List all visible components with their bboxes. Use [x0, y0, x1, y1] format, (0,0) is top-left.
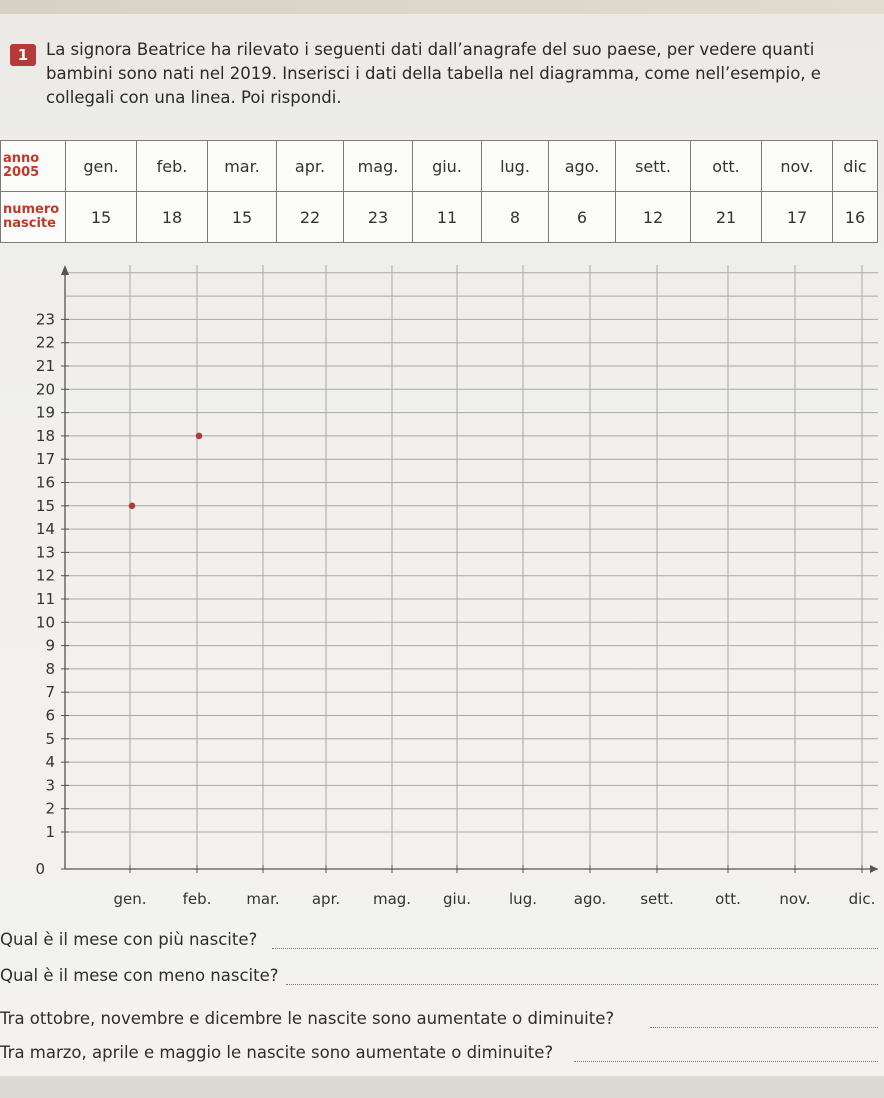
- y-tick-label: 17: [36, 450, 55, 468]
- data-point: [195, 432, 203, 440]
- y-tick-label: 5: [45, 730, 55, 748]
- table-cell-month: dic: [832, 140, 878, 192]
- table-cell-month: giu.: [412, 140, 482, 192]
- y-tick-label: 9: [45, 637, 55, 655]
- y-axis-arrow: [61, 265, 69, 275]
- table-cell-value: 16: [832, 191, 878, 243]
- table-cell-month: lug.: [481, 140, 549, 192]
- table-cell-value: 17: [761, 191, 833, 243]
- y-tick-label: 21: [36, 357, 55, 375]
- question-4: Tra marzo, aprile e maggio le nascite so…: [0, 1043, 554, 1062]
- data-point: [128, 502, 136, 510]
- table-cell-value: 11: [412, 191, 482, 243]
- y-tick-label: 2: [45, 800, 55, 818]
- table-cell-month: gen.: [65, 140, 137, 192]
- page-bottom-edge: [0, 1076, 884, 1098]
- table-header-births: numero nascite: [0, 191, 66, 243]
- table-cell-value: 8: [481, 191, 549, 243]
- table-row-values: numero nascite 15 18 15 22 23 11 8 6 12 …: [0, 191, 878, 243]
- y-tick-label: 10: [36, 613, 55, 631]
- table-cell-month: ago.: [548, 140, 616, 192]
- y-tick-label: 18: [36, 427, 55, 445]
- table-cell-month: apr.: [276, 140, 344, 192]
- table-cell-value: 22: [276, 191, 344, 243]
- x-tick-label: lug.: [509, 890, 537, 908]
- answer-line-2[interactable]: [286, 984, 878, 985]
- answer-line-3[interactable]: [650, 1027, 878, 1028]
- table-cell-month: ott.: [690, 140, 762, 192]
- x-tick-label: dic.: [849, 890, 876, 908]
- answer-line-1[interactable]: [272, 948, 878, 949]
- table-cell-value: 12: [615, 191, 691, 243]
- x-tick-label: ott.: [715, 890, 741, 908]
- y-tick-label: 4: [45, 753, 55, 771]
- y-tick-label: 6: [45, 707, 55, 725]
- line-chart[interactable]: 01234567891011121314151617181920212223ge…: [0, 255, 884, 915]
- table-cell-value: 6: [548, 191, 616, 243]
- question-2: Qual è il mese con meno nascite?: [0, 966, 279, 985]
- y-tick-label: 12: [36, 567, 55, 585]
- exercise-number-badge: 1: [10, 44, 36, 66]
- question-3: Tra ottobre, novembre e dicembre le nasc…: [0, 1009, 615, 1028]
- table-cell-month: feb.: [136, 140, 208, 192]
- x-tick-label: mag.: [373, 890, 411, 908]
- y-tick-label: 16: [36, 474, 55, 492]
- x-tick-label: ago.: [574, 890, 606, 908]
- x-axis-arrow: [870, 865, 878, 873]
- y-tick-label: 8: [45, 660, 55, 678]
- table-row-months: anno 2005 gen. feb. mar. apr. mag. giu. …: [0, 140, 878, 192]
- table-cell-value: 23: [343, 191, 413, 243]
- y-tick-label: 20: [36, 380, 55, 398]
- y-tick-label: 13: [36, 543, 55, 561]
- answer-line-4[interactable]: [574, 1061, 878, 1062]
- exercise-instructions: La signora Beatrice ha rilevato i seguen…: [46, 40, 821, 107]
- page-top-edge: [0, 0, 884, 14]
- table-cell-month: sett.: [615, 140, 691, 192]
- table-header-year: anno 2005: [0, 140, 66, 192]
- x-tick-label: apr.: [312, 890, 340, 908]
- y-tick-label: 0: [35, 860, 45, 878]
- y-tick-label: 19: [36, 404, 55, 422]
- data-table: anno 2005 gen. feb. mar. apr. mag. giu. …: [0, 140, 878, 243]
- table-cell-value: 15: [65, 191, 137, 243]
- y-tick-label: 23: [36, 310, 55, 328]
- y-tick-label: 14: [36, 520, 55, 538]
- y-tick-label: 11: [36, 590, 55, 608]
- y-tick-label: 22: [36, 334, 55, 352]
- question-1: Qual è il mese con più nascite?: [0, 930, 258, 949]
- x-tick-label: giu.: [443, 890, 471, 908]
- table-cell-value: 15: [207, 191, 277, 243]
- table-cell-value: 18: [136, 191, 208, 243]
- x-tick-label: mar.: [246, 890, 279, 908]
- x-tick-label: sett.: [640, 890, 674, 908]
- y-tick-label: 3: [45, 776, 55, 794]
- table-cell-value: 21: [690, 191, 762, 243]
- y-tick-label: 15: [36, 497, 55, 515]
- table-cell-month: mar.: [207, 140, 277, 192]
- x-tick-label: nov.: [779, 890, 810, 908]
- y-tick-label: 7: [45, 683, 55, 701]
- table-cell-month: nov.: [761, 140, 833, 192]
- table-cell-month: mag.: [343, 140, 413, 192]
- x-tick-label: gen.: [113, 890, 146, 908]
- x-tick-label: feb.: [183, 890, 212, 908]
- y-tick-label: 1: [45, 823, 55, 841]
